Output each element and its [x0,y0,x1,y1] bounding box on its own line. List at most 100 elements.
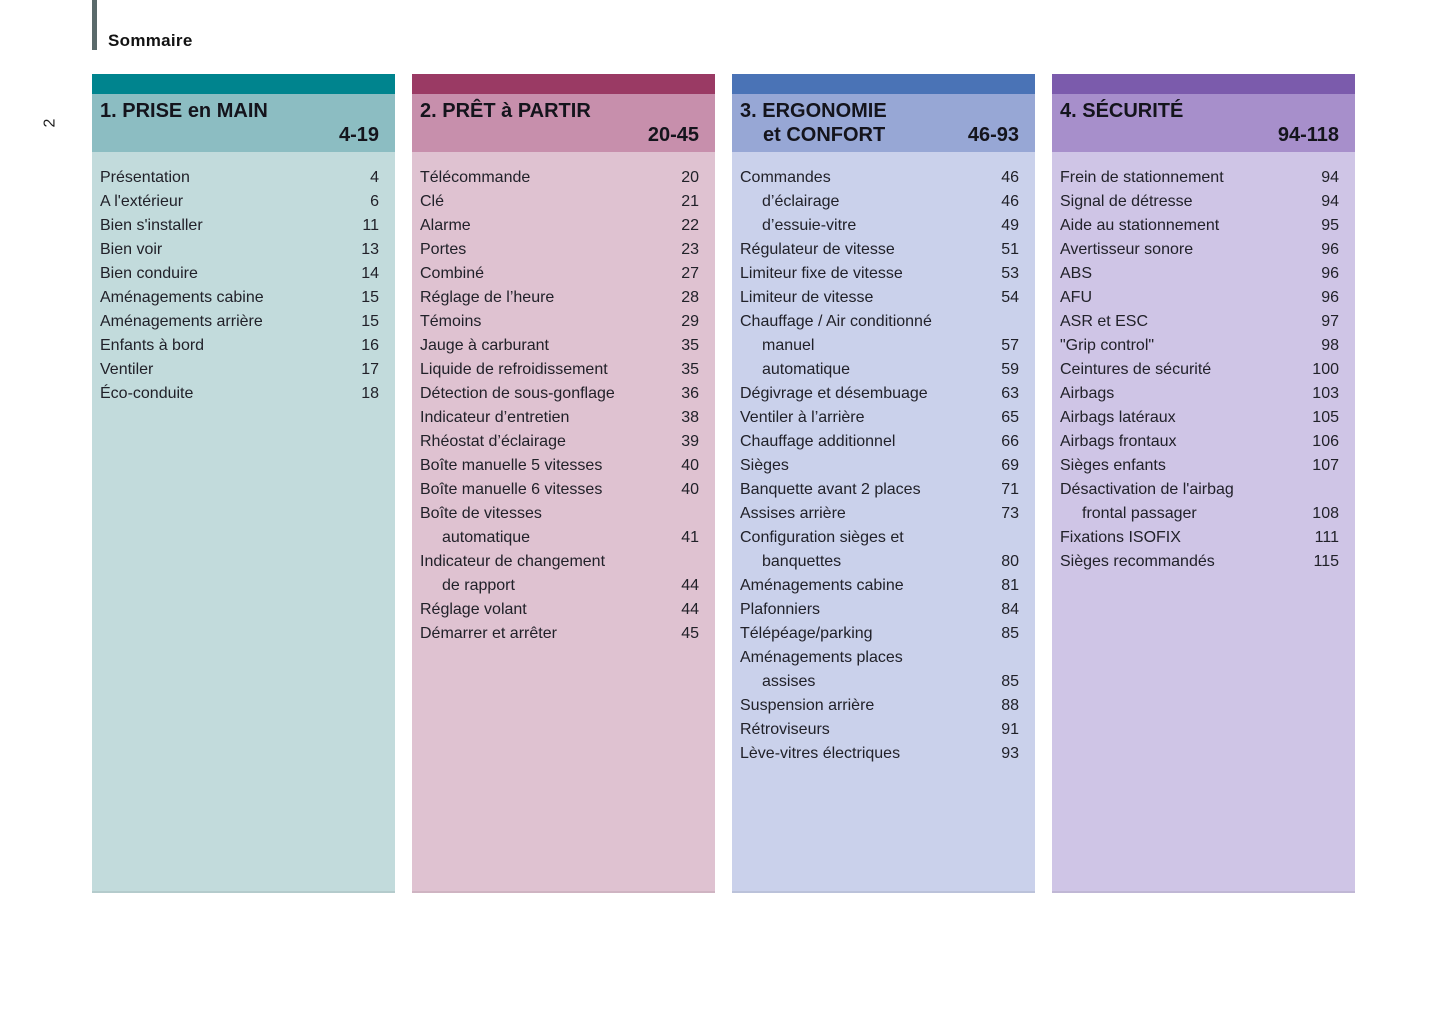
toc-entry: banquettes 80 [740,550,1019,574]
toc-entry-label: Rhéostat d’éclairage [420,433,566,450]
toc-entry: Jauge à carburant 35 [420,334,699,358]
toc-entry: Démarrer et arrêter 45 [420,622,699,646]
toc-entry: Dégivrage et désembuage 63 [740,382,1019,406]
section-items: Télécommande 20 Clé 21 Alarme 22 Portes 23 Combi… [412,152,715,893]
section-page-range: 4-19 [338,124,379,146]
toc-entry: Sièges 69 [740,454,1019,478]
page-title: Sommaire [108,31,193,50]
toc-entry: Enfants à bord 16 [100,334,379,358]
toc-entry: ASR et ESC 97 [1060,310,1339,334]
section-items: Présentation 4 A l'extérieur 6 Bien s'instal… [92,152,395,893]
toc-entry-label: Dégivrage et désembuage [740,385,928,402]
toc-entry-label: Airbags [1060,385,1115,402]
toc-entry-label: Détection de sous-gonflage [420,385,615,402]
toc-entry: Bien voir 13 [100,238,379,262]
section-title: 1. PRISE en MAIN [100,100,268,122]
section-header: 2. PRÊT à PARTIR 20-45 [412,94,715,152]
toc-entry-page: 96 [1321,265,1339,282]
toc-entry-page: 40 [681,457,699,474]
toc-entry-label: Airbags frontaux [1060,433,1177,450]
toc-entry-page: 59 [1001,361,1019,378]
toc-entry-label: Témoins [420,313,482,330]
toc-entry-page: 108 [1312,505,1339,522]
toc-entry-page: 111 [1314,529,1339,546]
section-title-row2: 4-19 [100,123,379,147]
toc-entry-page: 100 [1312,361,1339,378]
toc-entry-page: 85 [1001,625,1019,642]
toc-entry: Rhéostat d’éclairage 39 [420,430,699,454]
toc-entry-page: 91 [1001,721,1019,738]
toc-entry-page: 98 [1321,337,1339,354]
toc-entry: ABS 96 [1060,262,1339,286]
toc-entry-label: banquettes [762,553,842,570]
toc-entry: Configuration sièges et [740,526,1019,550]
toc-entry-label: Portes [420,241,467,258]
toc-entry: Limiteur fixe de vitesse 53 [740,262,1019,286]
toc-entry-page: 88 [1001,697,1019,714]
section-header: 1. PRISE en MAIN 4-19 [92,94,395,152]
toc-entry-label: Indicateur de changement [420,553,606,570]
toc-entry-page: 85 [1001,673,1019,690]
toc-entry-label: Démarrer et arrêter [420,625,557,642]
toc-entry-label: Présentation [100,169,190,186]
toc-entry-label: Aménagements arrière [100,313,263,330]
toc-entry: Détection de sous-gonflage 36 [420,382,699,406]
toc-entry-label: Assises arrière [740,505,846,522]
section-color-strip [92,74,395,94]
section-title-row2: 94-118 [1060,123,1339,147]
toc-entry: Réglage volant 44 [420,598,699,622]
toc-entry-page: 20 [681,169,699,186]
toc-entry: Commandes 46 [740,166,1019,190]
toc-entry: Airbags latéraux 105 [1060,406,1339,430]
toc-entry-page: 71 [1001,481,1019,498]
toc-entry-label: Limiteur de vitesse [740,289,874,306]
toc-entry-label: d’essuie-vitre [762,217,857,234]
toc-entry-page: 17 [361,361,379,378]
toc-entry-label: Liquide de refroidissement [420,361,608,378]
toc-entry: Éco-conduite 18 [100,382,379,406]
toc-entry-label: Alarme [420,217,471,234]
toc-entry-label: Jauge à carburant [420,337,549,354]
toc-entry-label: Airbags latéraux [1060,409,1176,426]
toc-entry-page: 39 [681,433,699,450]
toc-entry: Banquette avant 2 places 71 [740,478,1019,502]
toc-entry-label: Aménagements cabine [100,289,264,306]
toc-entry-page: 40 [681,481,699,498]
toc-entry-label: AFU [1060,289,1092,306]
toc-entry-page: 105 [1312,409,1339,426]
toc-entry-page: 94 [1321,193,1339,210]
toc-entry: automatique 59 [740,358,1019,382]
toc-entry: Avertisseur sonore 96 [1060,238,1339,262]
toc-entry: Plafonniers 84 [740,598,1019,622]
toc-entry-label: Lève-vitres électriques [740,745,901,762]
toc-entry-page: 94 [1321,169,1339,186]
toc-entry-label: manuel [762,337,815,354]
toc-entry: Boîte de vitesses [420,502,699,526]
toc-entry: d’essuie-vitre 49 [740,214,1019,238]
toc-entry-page: 106 [1312,433,1339,450]
section-items: Commandes 46 d’éclairage 46 d’essuie-vitre 49… [732,152,1035,893]
section-page-range: 20-45 [647,124,699,146]
toc-entry: Sièges recommandés 115 [1060,550,1339,574]
toc-entry-page: 44 [681,577,699,594]
toc-entry-label: Télécommande [420,169,531,186]
toc-entry: automatique 41 [420,526,699,550]
toc-section-2: 2. PRÊT à PARTIR 20-45 Télécommande 20 Clé 21… [412,74,715,893]
toc-entry-page: 96 [1321,241,1339,258]
toc-entry-label: Configuration sièges et [740,529,904,546]
toc-entry: manuel 57 [740,334,1019,358]
toc-entry-label: Rétroviseurs [740,721,830,738]
toc-entry-label: Aménagements places [740,649,903,666]
section-header: 4. SÉCURITÉ 94-118 [1052,94,1355,152]
toc-entry-label: Aide au stationnement [1060,217,1220,234]
toc-entry: Boîte manuelle 5 vitesses 40 [420,454,699,478]
section-page-range: 94-118 [1277,124,1339,146]
toc-entry: Rétroviseurs 91 [740,718,1019,742]
toc-entry-label: Bien s'installer [100,217,203,234]
toc-entry: Portes 23 [420,238,699,262]
toc-entry: Frein de stationnement 94 [1060,166,1339,190]
toc-entry-page: 16 [361,337,379,354]
toc-entry-label: Télépéage/parking [740,625,873,642]
toc-entry-page: 36 [681,385,699,402]
toc-entry-label: Enfants à bord [100,337,205,354]
